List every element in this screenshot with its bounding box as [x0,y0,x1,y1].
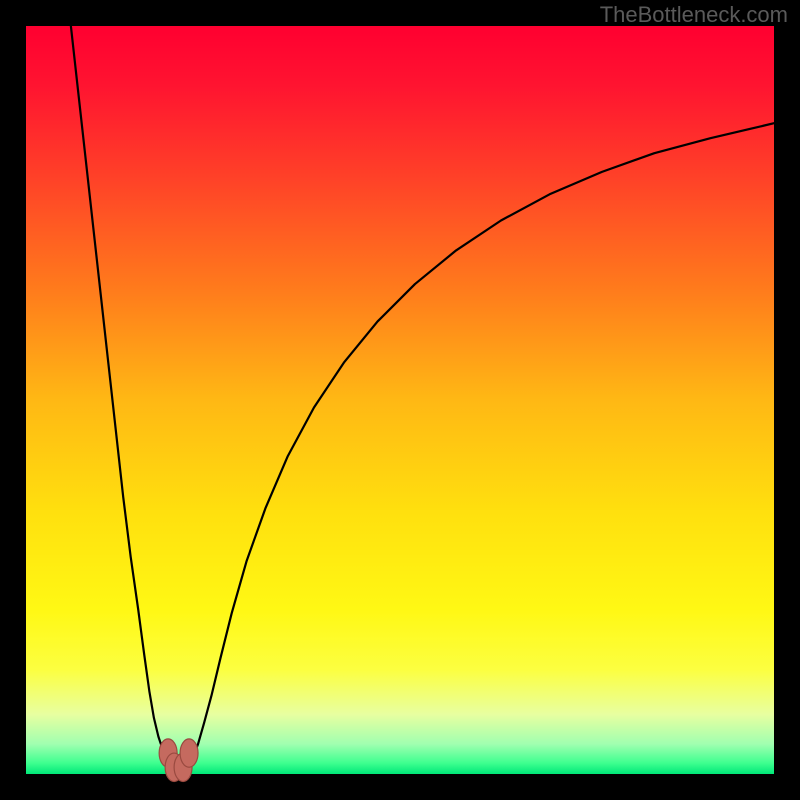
curve-marker [180,739,198,767]
chart-container: TheBottleneck.com [0,0,800,800]
marker-group [159,739,198,782]
plot-area [26,26,774,774]
curve-layer [26,26,774,774]
watermark-label: TheBottleneck.com [600,2,788,28]
bottleneck-curve-left [71,26,170,764]
bottleneck-curve-right [189,123,774,764]
